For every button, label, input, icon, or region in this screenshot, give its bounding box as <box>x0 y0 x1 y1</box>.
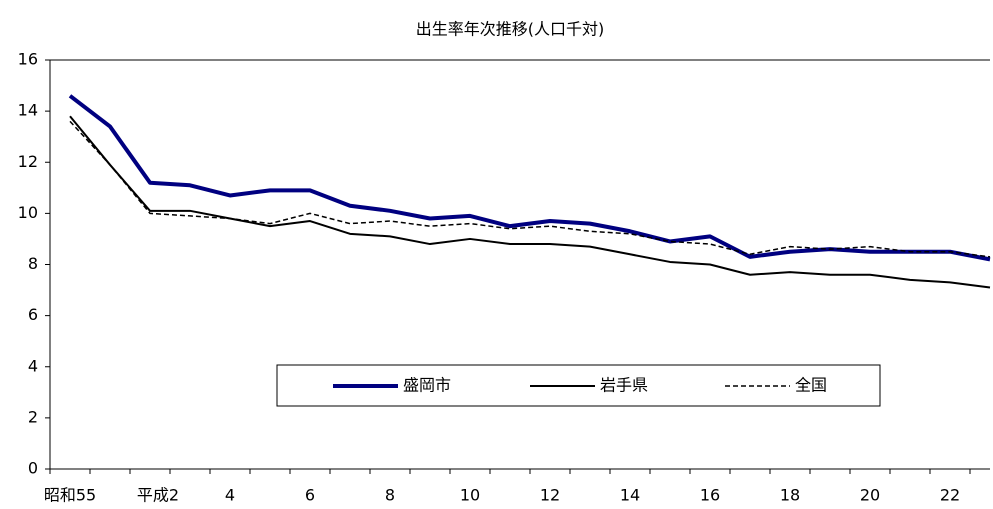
x-tick-label: 16 <box>700 486 720 505</box>
x-tick-label: 昭和55 <box>44 486 96 505</box>
x-tick-label: 20 <box>860 486 880 505</box>
legend-label: 岩手県 <box>600 376 648 395</box>
legend-label: 盛岡市 <box>403 376 451 395</box>
x-tick-label: 12 <box>540 486 560 505</box>
y-tick-label: 2 <box>28 407 38 426</box>
y-tick-label: 0 <box>28 459 38 478</box>
y-tick-label: 10 <box>18 203 38 222</box>
chart-title: 出生率年次推移(人口千対) <box>416 20 605 39</box>
x-tick-label: 8 <box>385 486 395 505</box>
x-tick-label: 14 <box>620 486 640 505</box>
x-tick-label: 6 <box>305 486 315 505</box>
series-line <box>69 115 991 289</box>
y-tick-label: 6 <box>28 305 38 324</box>
x-tick-label: 22 <box>940 486 960 505</box>
x-tick-label: 4 <box>225 486 235 505</box>
series-line <box>69 120 991 258</box>
y-tick-label: 12 <box>18 152 38 171</box>
legend-label: 全国 <box>795 376 827 395</box>
y-tick-label: 16 <box>18 50 38 69</box>
series-line <box>68 94 991 262</box>
y-tick-label: 14 <box>18 101 38 120</box>
x-tick-label: 18 <box>780 486 800 505</box>
x-tick-label: 平成2 <box>137 486 179 505</box>
y-tick-label: 8 <box>28 254 38 273</box>
x-tick-label: 10 <box>460 486 480 505</box>
y-tick-label: 4 <box>28 356 38 375</box>
